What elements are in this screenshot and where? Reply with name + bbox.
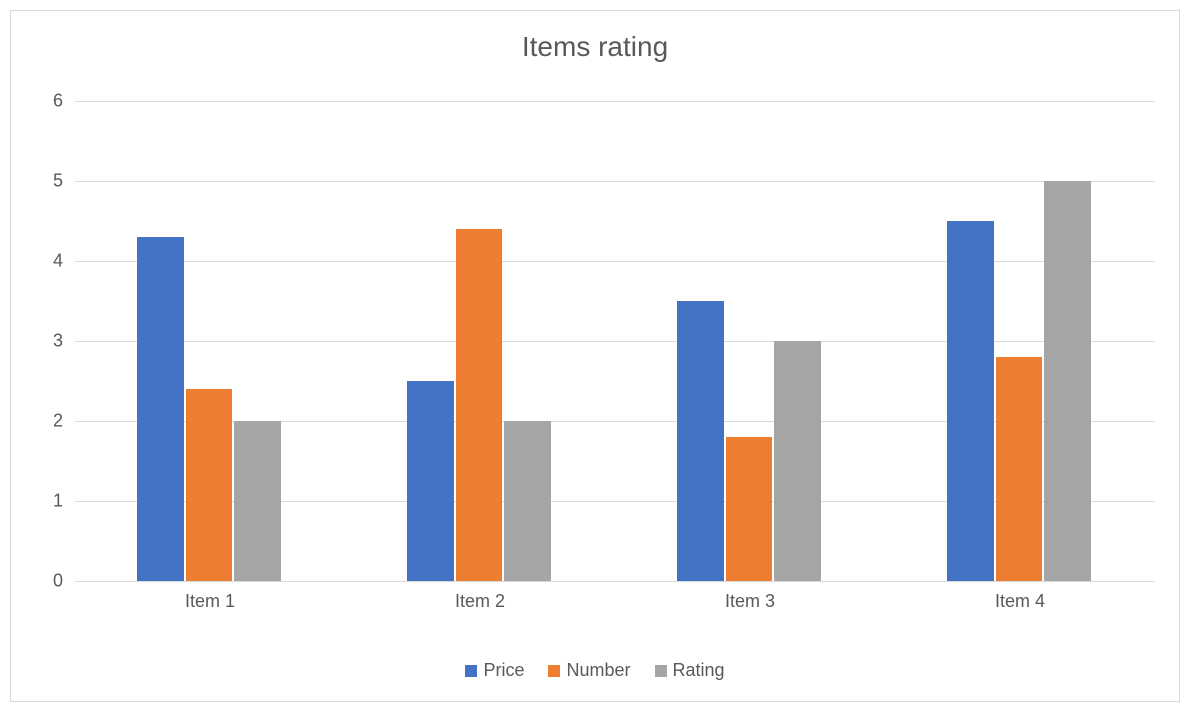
chart-frame: Items rating 0123456Item 1Item 2Item 3It… <box>10 10 1180 702</box>
y-tick-label: 5 <box>53 171 63 192</box>
bar <box>774 341 821 581</box>
y-tick-label: 1 <box>53 491 63 512</box>
legend-label: Price <box>483 660 524 681</box>
bar <box>407 381 454 581</box>
x-tick-label: Item 1 <box>185 591 235 612</box>
bar <box>456 229 503 581</box>
y-tick-label: 4 <box>53 251 63 272</box>
legend-label: Number <box>566 660 630 681</box>
chart-title: Items rating <box>11 31 1179 63</box>
bars-layer <box>75 101 1155 581</box>
bar <box>137 237 184 581</box>
y-tick-label: 2 <box>53 411 63 432</box>
x-tick-label: Item 2 <box>455 591 505 612</box>
legend: Price Number Rating <box>11 660 1179 681</box>
legend-swatch <box>548 665 560 677</box>
y-tick-label: 0 <box>53 571 63 592</box>
x-tick-label: Item 3 <box>725 591 775 612</box>
bar <box>234 421 281 581</box>
bar <box>996 357 1043 581</box>
bar <box>1044 181 1091 581</box>
bar <box>186 389 233 581</box>
y-tick-label: 6 <box>53 91 63 112</box>
legend-item: Price <box>465 660 524 681</box>
y-tick-label: 3 <box>53 331 63 352</box>
legend-swatch <box>655 665 667 677</box>
legend-item: Number <box>548 660 630 681</box>
bar <box>726 437 773 581</box>
bar <box>677 301 724 581</box>
bar <box>947 221 994 581</box>
plot-area: 0123456Item 1Item 2Item 3Item 4 <box>75 101 1155 581</box>
legend-item: Rating <box>655 660 725 681</box>
bar <box>504 421 551 581</box>
x-tick-label: Item 4 <box>995 591 1045 612</box>
legend-label: Rating <box>673 660 725 681</box>
gridline <box>75 581 1155 582</box>
legend-swatch <box>465 665 477 677</box>
